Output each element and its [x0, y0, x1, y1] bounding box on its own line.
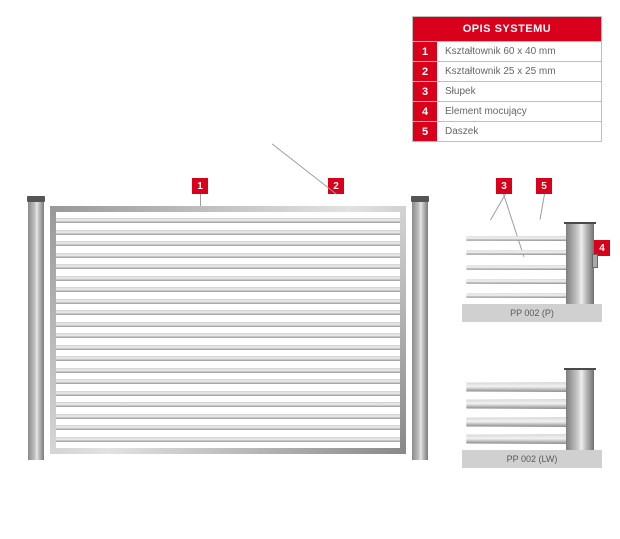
legend-title: OPIS SYSTEMU: [413, 17, 601, 41]
detail-top-fixing: [592, 254, 598, 268]
detail-bottom: PP 002 (LW): [462, 368, 602, 468]
marker-5: 5: [536, 178, 552, 194]
leader-3b: [490, 194, 506, 220]
detail-bottom-label: PP 002 (LW): [462, 450, 602, 468]
detail-top-label: PP 002 (P): [462, 304, 602, 322]
slat: [56, 437, 400, 442]
slat: [56, 425, 400, 430]
slat: [56, 391, 400, 396]
marker-3: 3: [496, 178, 512, 194]
legend-label: Element mocujący: [437, 102, 601, 121]
leader-2: [272, 144, 337, 195]
legend-label: Daszek: [437, 122, 601, 141]
slat: [56, 310, 400, 315]
leader-5: [539, 194, 544, 220]
detail-bar: [466, 293, 566, 298]
slat: [56, 276, 400, 281]
slat: [56, 287, 400, 292]
detail-bar: [466, 236, 566, 241]
legend-label: Słupek: [437, 82, 601, 101]
legend-table: OPIS SYSTEMU 1Kształtownik 60 x 40 mm2Ks…: [412, 16, 602, 142]
detail-top-bars: [462, 236, 566, 298]
post-right: [412, 200, 428, 460]
detail-bar: [466, 399, 566, 409]
legend-num: 4: [413, 102, 437, 121]
legend-row: 3Słupek: [413, 81, 601, 101]
legend-num: 3: [413, 82, 437, 101]
legend-num: 2: [413, 62, 437, 81]
legend-row: 2Kształtownik 25 x 25 mm: [413, 61, 601, 81]
detail-bar: [466, 265, 566, 270]
slat: [56, 414, 400, 419]
legend-row: 1Kształtownik 60 x 40 mm: [413, 41, 601, 61]
slat: [56, 299, 400, 304]
slat: [56, 218, 400, 223]
slat: [56, 368, 400, 373]
detail-top: PP 002 (P): [462, 222, 602, 322]
slat: [56, 402, 400, 407]
slat: [56, 379, 400, 384]
detail-bottom-post: [566, 368, 594, 450]
slat: [56, 241, 400, 246]
slat: [56, 333, 400, 338]
slat: [56, 322, 400, 327]
slat: [56, 356, 400, 361]
legend-label: Kształtownik 60 x 40 mm: [437, 42, 601, 61]
slat: [56, 345, 400, 350]
detail-bar: [466, 279, 566, 284]
detail-top-post: [566, 222, 594, 304]
legend-label: Kształtownik 25 x 25 mm: [437, 62, 601, 81]
slat: [56, 230, 400, 235]
detail-bar: [466, 417, 566, 427]
detail-bottom-bars: [462, 382, 566, 444]
detail-bar: [466, 250, 566, 255]
marker-1: 1: [192, 178, 208, 194]
legend-row: 5Daszek: [413, 121, 601, 141]
main-fence-diagram: [28, 200, 428, 460]
legend-num: 5: [413, 122, 437, 141]
marker-2: 2: [328, 178, 344, 194]
legend-num: 1: [413, 42, 437, 61]
legend-row: 4Element mocujący: [413, 101, 601, 121]
slat: [56, 253, 400, 258]
detail-bar: [466, 434, 566, 444]
fence-slats: [56, 218, 400, 442]
slat: [56, 264, 400, 269]
detail-bar: [466, 382, 566, 392]
post-left: [28, 200, 44, 460]
